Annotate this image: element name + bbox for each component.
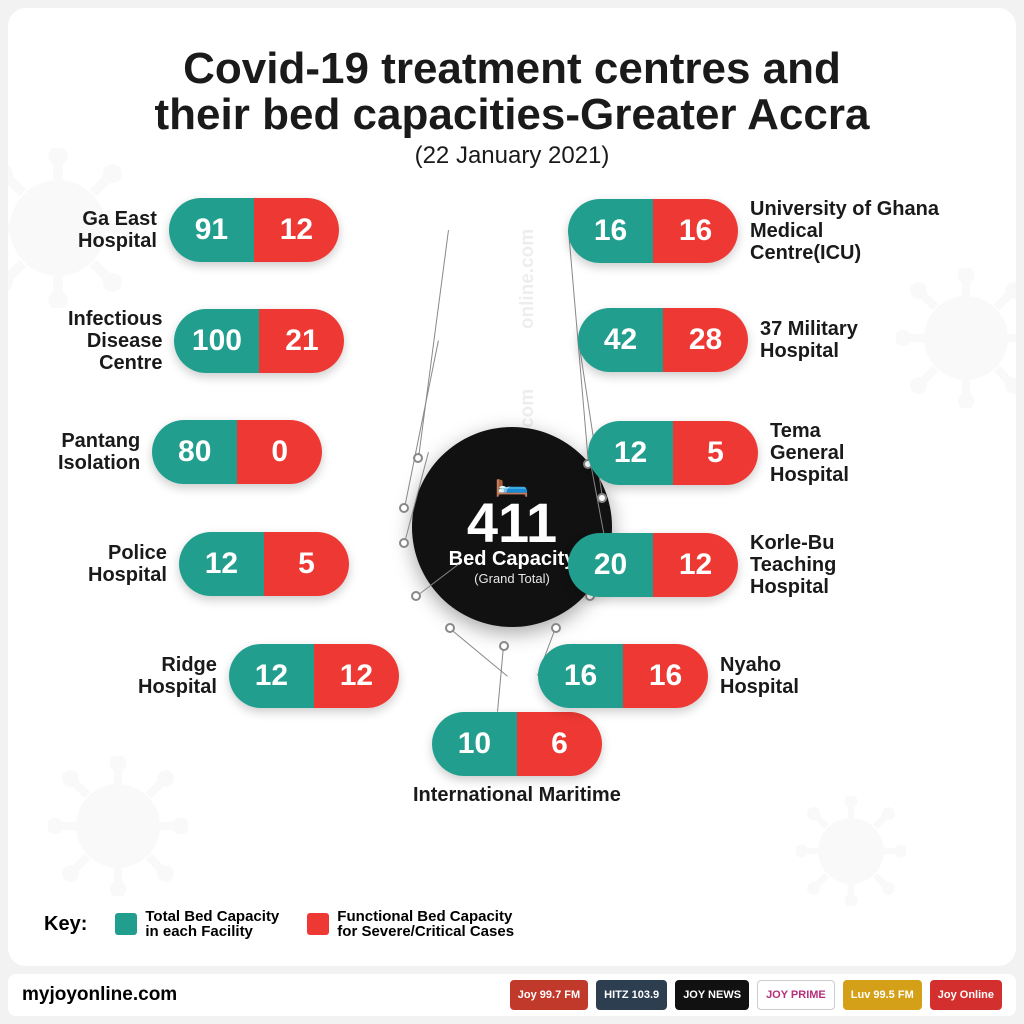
facility-label: RidgeHospital bbox=[138, 654, 217, 698]
critical-value: 16 bbox=[623, 644, 708, 708]
infographic-canvas: online.com online.com Covid-19 treatment… bbox=[8, 8, 1016, 966]
total-value: 100 bbox=[174, 309, 259, 373]
critical-value: 16 bbox=[653, 199, 738, 263]
center-value: 411 bbox=[467, 498, 557, 548]
facility-label: NyahoHospital bbox=[720, 654, 799, 698]
critical-value: 6 bbox=[517, 712, 602, 776]
total-value: 16 bbox=[568, 199, 653, 263]
critical-value: 12 bbox=[653, 533, 738, 597]
brand-logo: Joy Online bbox=[930, 980, 1002, 1010]
connector-dot bbox=[551, 623, 561, 633]
facility-label: TemaGeneralHospital bbox=[770, 420, 849, 486]
connector-dot bbox=[499, 641, 509, 651]
facility-korle-bu: 2012Korle-BuTeachingHospital bbox=[568, 532, 836, 598]
facility-ridge: 1212 RidgeHospital bbox=[138, 644, 399, 708]
total-value: 12 bbox=[588, 421, 673, 485]
facility-label: Korle-BuTeachingHospital bbox=[750, 532, 836, 598]
center-sublabel: (Grand Total) bbox=[474, 571, 550, 586]
connector-line bbox=[449, 628, 508, 677]
facility-label: PoliceHospital bbox=[88, 542, 167, 586]
pill: 125 bbox=[588, 421, 758, 485]
total-value: 12 bbox=[229, 644, 314, 708]
critical-value: 5 bbox=[264, 532, 349, 596]
facility-ug-icu: 1616University of GhanaMedical Centre(IC… bbox=[568, 198, 940, 264]
facility-label: InfectiousDiseaseCentre bbox=[68, 308, 162, 374]
logo-strip: Joy 99.7 FM HITZ 103.9 JOY NEWS JOY PRIME Lu… bbox=[510, 980, 1002, 1010]
footer: myjoyonline.com Joy 99.7 FM HITZ 103.9 JOY… bbox=[8, 974, 1016, 1016]
subtitle: (22 January 2021) bbox=[8, 142, 1016, 170]
brand-logo: HITZ 103.9 bbox=[596, 980, 667, 1010]
total-value: 42 bbox=[578, 308, 663, 372]
pill: 4228 bbox=[578, 308, 748, 372]
center-label: Bed Capacity bbox=[449, 548, 576, 571]
pill: 1212 bbox=[229, 644, 399, 708]
critical-value: 28 bbox=[663, 308, 748, 372]
legend-swatch-red bbox=[307, 913, 329, 935]
critical-value: 21 bbox=[259, 309, 344, 373]
total-value: 91 bbox=[169, 198, 254, 262]
facility-label: PantangIsolation bbox=[58, 430, 140, 474]
diagram: 🛏️ 411 Bed Capacity (Grand Total) 9112Ga… bbox=[8, 188, 1016, 866]
facility-label: Ga EastHospital bbox=[78, 208, 157, 252]
pill: 10021 bbox=[174, 309, 344, 373]
title-line-1: Covid-19 treatment centres and bbox=[8, 46, 1016, 92]
legend-text-total: Total Bed Capacityin each Facility bbox=[145, 909, 279, 941]
legend-item-critical: Functional Bed Capacityfor Severe/Critic… bbox=[307, 909, 514, 941]
legend-text-critical: Functional Bed Capacityfor Severe/Critic… bbox=[337, 909, 514, 941]
connector-line bbox=[497, 646, 504, 712]
facility-nyaho: 1616 NyahoHospital bbox=[538, 644, 799, 708]
legend-title: Key: bbox=[44, 913, 87, 936]
facility-tema: 125TemaGeneralHospital bbox=[588, 420, 849, 486]
critical-value: 12 bbox=[254, 198, 339, 262]
critical-value: 5 bbox=[673, 421, 758, 485]
facility-label: International Maritime bbox=[413, 784, 621, 806]
connector-dot bbox=[597, 493, 607, 503]
total-value: 16 bbox=[538, 644, 623, 708]
facility-idc: 10021InfectiousDiseaseCentre bbox=[68, 308, 344, 374]
connector-dot bbox=[445, 623, 455, 633]
connector-dot bbox=[411, 591, 421, 601]
pill: 9112 bbox=[169, 198, 339, 262]
footer-site: myjoyonline.com bbox=[22, 984, 177, 1006]
facility-police: 125 PoliceHospital bbox=[88, 532, 349, 596]
critical-value: 12 bbox=[314, 644, 399, 708]
facility-pantang: 800 PantangIsolation bbox=[58, 420, 322, 484]
total-value: 80 bbox=[152, 420, 237, 484]
total-value: 20 bbox=[568, 533, 653, 597]
connector-dot bbox=[399, 503, 409, 513]
pill: 800 bbox=[152, 420, 322, 484]
pill: 1616 bbox=[538, 644, 708, 708]
brand-logo: JOY PRIME bbox=[757, 980, 835, 1010]
critical-value: 0 bbox=[237, 420, 322, 484]
facility-label: 37 MilitaryHospital bbox=[760, 318, 858, 362]
connector-dot bbox=[399, 538, 409, 548]
brand-logo: Luv 99.5 FM bbox=[843, 980, 922, 1010]
legend-swatch-teal bbox=[115, 913, 137, 935]
title-block: Covid-19 treatment centres and their bed… bbox=[8, 8, 1016, 170]
total-value: 12 bbox=[179, 532, 264, 596]
facility-label: University of GhanaMedical Centre(ICU) bbox=[750, 198, 940, 264]
legend-item-total: Total Bed Capacityin each Facility bbox=[115, 909, 279, 941]
total-value: 10 bbox=[432, 712, 517, 776]
facility-ga-east: 9112 Ga EastHospital bbox=[78, 198, 339, 262]
connector-line bbox=[418, 230, 449, 458]
pill: 125 bbox=[179, 532, 349, 596]
legend: Key: Total Bed Capacityin each Facility … bbox=[44, 909, 514, 941]
brand-logo: Joy 99.7 FM bbox=[510, 980, 588, 1010]
title-line-2: their bed capacities-Greater Accra bbox=[8, 92, 1016, 138]
pill: 106 bbox=[432, 712, 602, 776]
facility-37-military: 4228 37 MilitaryHospital bbox=[578, 308, 858, 372]
pill: 2012 bbox=[568, 533, 738, 597]
facility-intl-maritime: 106 International Maritime bbox=[413, 712, 621, 806]
pill: 1616 bbox=[568, 199, 738, 263]
brand-logo: JOY NEWS bbox=[675, 980, 749, 1010]
